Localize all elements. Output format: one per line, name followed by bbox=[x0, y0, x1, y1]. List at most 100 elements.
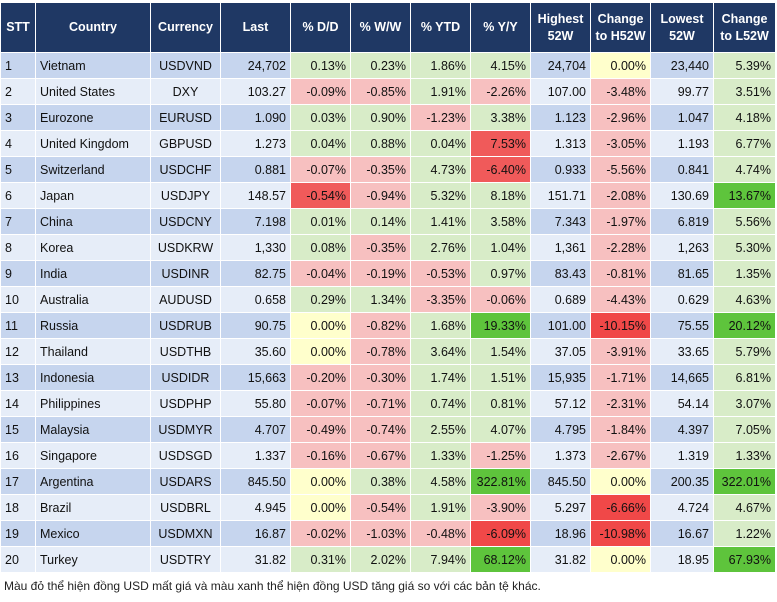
table-cell: -2.28% bbox=[590, 234, 651, 261]
table-cell: 0.31% bbox=[290, 546, 351, 573]
table-cell: 16.87 bbox=[220, 520, 291, 547]
table-cell: 8 bbox=[0, 234, 36, 261]
table-cell: 4.795 bbox=[530, 416, 591, 443]
table-cell: Korea bbox=[35, 234, 151, 261]
table-cell: -0.74% bbox=[350, 416, 411, 443]
table-cell: 0.841 bbox=[650, 156, 714, 183]
table-row: 19 Mexico USDMXN 16.87 -0.02% -1.03% -0.48% -6.… bbox=[0, 520, 776, 547]
table-cell: USDMXN bbox=[150, 520, 221, 547]
table-body: 1 Vietnam USDVND 24,702 0.13% 0.23% 1.86% 4.15%… bbox=[0, 52, 776, 573]
table-cell: 5.297 bbox=[530, 494, 591, 521]
table-cell: 14,665 bbox=[650, 364, 714, 391]
table-cell: 1.313 bbox=[530, 130, 591, 157]
table-cell: -1.03% bbox=[350, 520, 411, 547]
table-cell: 0.29% bbox=[290, 286, 351, 313]
table-cell: 3.51% bbox=[713, 78, 776, 105]
table-cell: 82.75 bbox=[220, 260, 291, 287]
table-cell: Argentina bbox=[35, 468, 151, 495]
table-cell: 1.373 bbox=[530, 442, 591, 469]
table-cell: -10.98% bbox=[590, 520, 651, 547]
table-row: 9 India USDINR 82.75 -0.04% -0.19% -0.53% 0.97%… bbox=[0, 260, 776, 287]
table-cell: 1.41% bbox=[410, 208, 471, 235]
table-row: 1 Vietnam USDVND 24,702 0.13% 0.23% 1.86% 4.15%… bbox=[0, 52, 776, 79]
table-cell: 5.32% bbox=[410, 182, 471, 209]
table-cell: USDKRW bbox=[150, 234, 221, 261]
table-cell: 5 bbox=[0, 156, 36, 183]
table-cell: -3.48% bbox=[590, 78, 651, 105]
table-row: 8 Korea USDKRW 1,330 0.08% -0.35% 2.76% 1.04% 1,… bbox=[0, 234, 776, 261]
table-cell: Switzerland bbox=[35, 156, 151, 183]
table-cell: 1.123 bbox=[530, 104, 591, 131]
table-row: 20 Turkey USDTRY 31.82 0.31% 2.02% 7.94% 68.12%… bbox=[0, 546, 776, 573]
table-cell: 845.50 bbox=[220, 468, 291, 495]
table-cell: 4.63% bbox=[713, 286, 776, 313]
table-cell: EURUSD bbox=[150, 104, 221, 131]
table-cell: 68.12% bbox=[470, 546, 531, 573]
table-cell: 0.00% bbox=[290, 468, 351, 495]
table-cell: -0.06% bbox=[470, 286, 531, 313]
column-header: Highest 52W bbox=[530, 2, 591, 53]
table-cell: Mexico bbox=[35, 520, 151, 547]
table-cell: 1.337 bbox=[220, 442, 291, 469]
table-cell: 0.658 bbox=[220, 286, 291, 313]
table-cell: -6.40% bbox=[470, 156, 531, 183]
table-cell: -0.02% bbox=[290, 520, 351, 547]
table-cell: -0.30% bbox=[350, 364, 411, 391]
table-cell: 0.23% bbox=[350, 52, 411, 79]
table-cell: -0.19% bbox=[350, 260, 411, 287]
table-row: 7 China USDCNY 7.198 0.01% 0.14% 1.41% 3.58% 7.3… bbox=[0, 208, 776, 235]
table-cell: -0.07% bbox=[290, 156, 351, 183]
table-cell: 0.04% bbox=[290, 130, 351, 157]
table-cell: USDBRL bbox=[150, 494, 221, 521]
table-cell: 11 bbox=[0, 312, 36, 339]
table-cell: 6.77% bbox=[713, 130, 776, 157]
table-cell: 322.81% bbox=[470, 468, 531, 495]
table-cell: 3.07% bbox=[713, 390, 776, 417]
column-header: % Y/Y bbox=[470, 2, 531, 53]
table-cell: 24,702 bbox=[220, 52, 291, 79]
table-cell: 3.38% bbox=[470, 104, 531, 131]
table-cell: 13.67% bbox=[713, 182, 776, 209]
table-cell: 15,935 bbox=[530, 364, 591, 391]
table-cell: 4.18% bbox=[713, 104, 776, 131]
table-cell: 0.74% bbox=[410, 390, 471, 417]
table-row: 10 Australia AUDUSD 0.658 0.29% 1.34% -3.35% -0… bbox=[0, 286, 776, 313]
table-cell: 20 bbox=[0, 546, 36, 573]
table-cell: 1.04% bbox=[470, 234, 531, 261]
table-cell: -10.15% bbox=[590, 312, 651, 339]
table-cell: 4.707 bbox=[220, 416, 291, 443]
table-cell: 6 bbox=[0, 182, 36, 209]
table-cell: -0.09% bbox=[290, 78, 351, 105]
column-header: Lowest 52W bbox=[650, 2, 714, 53]
table-cell: 5.79% bbox=[713, 338, 776, 365]
table-cell: 9 bbox=[0, 260, 36, 287]
table-row: 2 United States DXY 103.27 -0.09% -0.85% 1.91%… bbox=[0, 78, 776, 105]
table-cell: 4.07% bbox=[470, 416, 531, 443]
table-cell: -2.31% bbox=[590, 390, 651, 417]
table-cell: Thailand bbox=[35, 338, 151, 365]
table-row: 11 Russia USDRUB 90.75 0.00% -0.82% 1.68% 19.33… bbox=[0, 312, 776, 339]
table-cell: -0.78% bbox=[350, 338, 411, 365]
table-cell: -0.16% bbox=[290, 442, 351, 469]
table-row: 6 Japan USDJPY 148.57 -0.54% -0.94% 5.32% 8.18%… bbox=[0, 182, 776, 209]
table-cell: 8.18% bbox=[470, 182, 531, 209]
table-cell: -0.35% bbox=[350, 156, 411, 183]
table-cell: USDTRY bbox=[150, 546, 221, 573]
column-header: Change to H52W bbox=[590, 2, 651, 53]
table-cell: 1.54% bbox=[470, 338, 531, 365]
table-cell: -0.04% bbox=[290, 260, 351, 287]
table-cell: 2.02% bbox=[350, 546, 411, 573]
table-cell: 2.55% bbox=[410, 416, 471, 443]
table-cell: Vietnam bbox=[35, 52, 151, 79]
table-cell: AUDUSD bbox=[150, 286, 221, 313]
table-cell: 0.01% bbox=[290, 208, 351, 235]
table-cell: 5.30% bbox=[713, 234, 776, 261]
table-cell: 99.77 bbox=[650, 78, 714, 105]
table-cell: 55.80 bbox=[220, 390, 291, 417]
table-cell: -3.35% bbox=[410, 286, 471, 313]
table-cell: Russia bbox=[35, 312, 151, 339]
table-cell: 1.35% bbox=[713, 260, 776, 287]
table-cell: 1,330 bbox=[220, 234, 291, 261]
table-cell: 13 bbox=[0, 364, 36, 391]
table-cell: 1.193 bbox=[650, 130, 714, 157]
